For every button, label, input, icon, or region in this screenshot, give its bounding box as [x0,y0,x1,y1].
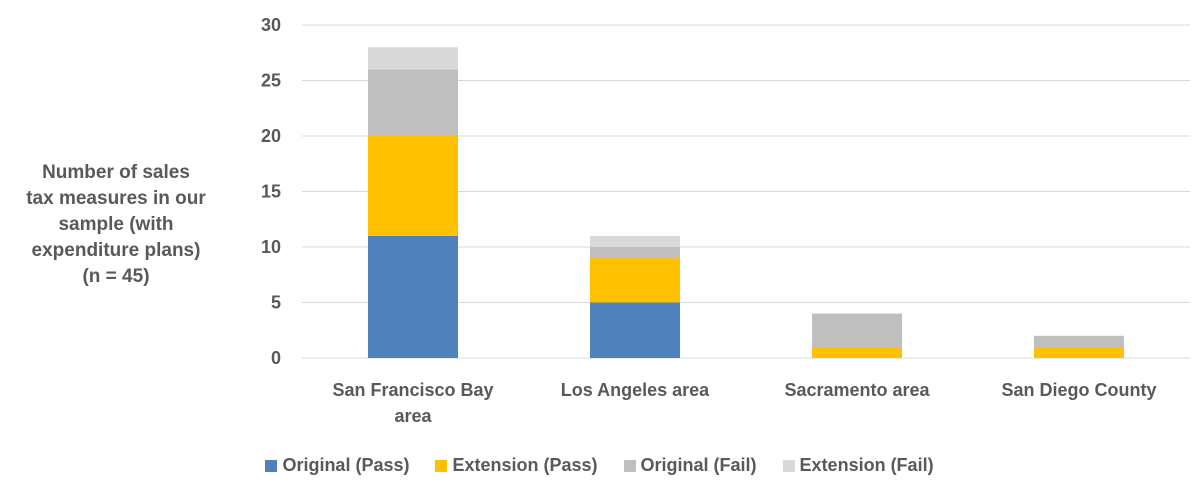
bar-segment-original-pass [368,235,458,358]
legend-swatch [623,459,636,472]
y-tick-label: 15 [261,182,281,202]
y-axis-ticks: 0 5 10 15 20 25 30 [261,15,281,368]
y-tick-label: 5 [271,293,281,313]
legend-swatch [782,459,795,472]
bars [368,47,1124,358]
bar-segment-original-fail [368,69,458,136]
x-tick-label: area [394,406,432,426]
legend-item: Original (Fail) [623,455,757,476]
bar-segment-extension-pass [812,346,902,358]
legend: Original (Pass) Extension (Pass) Original … [0,455,1199,476]
legend-label: Original (Fail) [640,455,757,475]
bar-segment-original-fail [812,313,902,347]
y-tick-label: 10 [261,237,281,257]
x-tick-label: Sacramento area [784,380,930,400]
bar-segment-extension-fail [590,235,680,247]
x-axis-ticks: San Francisco Bay area Los Angeles area Sac… [332,380,1156,426]
y-axis-label: Number of sales tax measures in our samp… [26,162,206,287]
x-tick-label: San Francisco Bay [332,380,493,400]
legend-label: Extension (Pass) [452,455,598,475]
y-tick-label: 20 [261,126,281,146]
x-tick-label: Los Angeles area [561,380,710,400]
y-tick-label: 30 [261,15,281,35]
legend-item: Original (Pass) [265,455,409,476]
y-tick-label: 25 [261,71,281,91]
bar-segment-original-fail [590,247,680,259]
x-tick-label: San Diego County [1001,380,1156,400]
bar-segment-extension-pass [1034,346,1124,358]
bar-segment-original-fail [1034,335,1124,347]
legend-item: Extension (Fail) [782,455,934,476]
bar-segment-extension-pass [368,136,458,236]
legend-item: Extension (Pass) [435,455,598,476]
legend-label: Extension (Fail) [799,455,934,475]
bar-segment-original-pass [590,302,680,358]
bar-segment-extension-fail [368,47,458,70]
bar-segment-extension-pass [590,258,680,303]
legend-label: Original (Pass) [282,455,410,475]
legend-swatch [435,459,448,472]
legend-swatch [265,459,278,472]
y-tick-label: 0 [271,348,281,368]
